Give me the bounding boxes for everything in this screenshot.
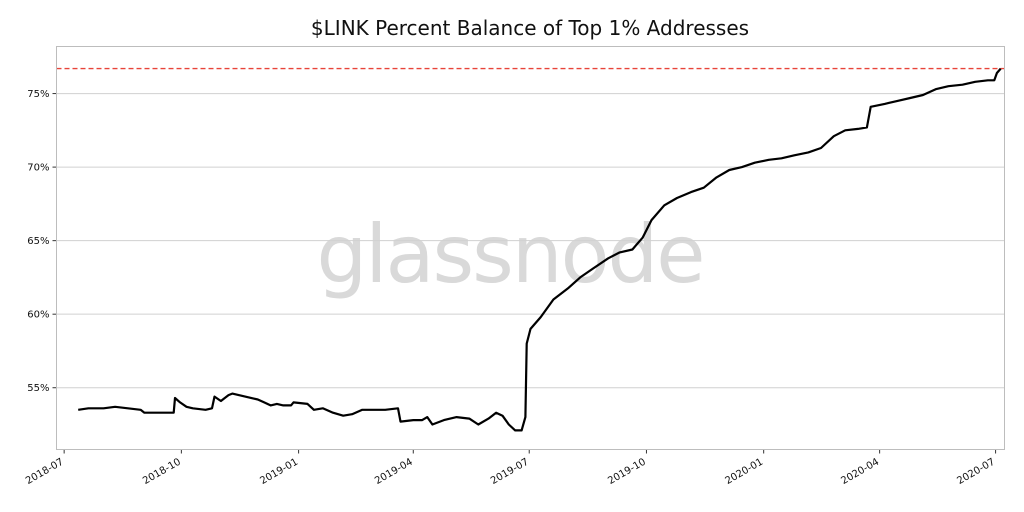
x-tick-label: 2019-01 [258, 457, 300, 487]
series-group [78, 67, 1002, 432]
x-tick-label: 2020-01 [723, 457, 765, 487]
watermark: glassnode [316, 208, 703, 301]
x-tick-label: 2018-10 [141, 457, 183, 487]
grid-lines [56, 93, 1005, 389]
y-tick-label: 75% [27, 89, 49, 100]
x-tick-label: 2019-10 [606, 457, 648, 487]
x-tick-label: 2019-07 [489, 457, 531, 487]
chart-title: $LINK Percent Balance of Top 1% Addresse… [311, 16, 749, 40]
x-axis: 2018-07 2018-10 2019-01 2019-04 2019-07 2019-… [24, 449, 997, 487]
y-tick-label: 60% [27, 310, 49, 321]
x-tick-label: 2020-04 [839, 457, 881, 487]
x-tick-label: 2020-07 [955, 457, 997, 487]
series-line [78, 67, 1002, 432]
y-tick-label: 70% [27, 163, 49, 174]
y-tick-label: 65% [27, 236, 49, 247]
x-tick-label: 2019-04 [373, 457, 415, 487]
plot-frame [56, 46, 1005, 450]
x-tick-label: 2018-07 [24, 457, 66, 487]
y-axis: 55% 60% 65% 70% 75% [27, 89, 57, 394]
y-tick-label: 55% [27, 383, 49, 394]
